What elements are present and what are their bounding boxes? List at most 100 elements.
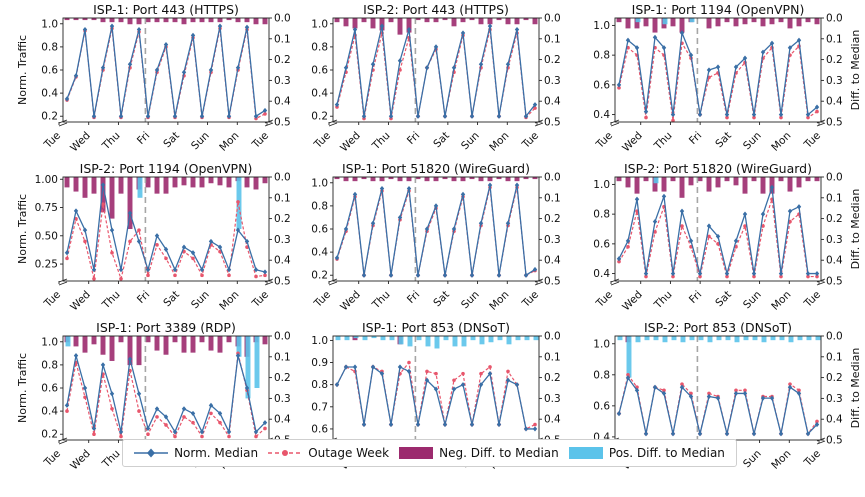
outage-point (662, 388, 666, 393)
neg-diff-bar (397, 177, 403, 182)
median-point (679, 30, 685, 36)
y2-tick-label: 0.3 (274, 393, 291, 405)
median-point (262, 269, 268, 275)
y-tick-label: 0.4 (593, 268, 610, 280)
median-point (523, 113, 529, 119)
median-point (334, 102, 340, 108)
neg-diff-bar (778, 18, 784, 23)
median-point (379, 185, 385, 192)
pos-diff-bar (635, 18, 641, 23)
y-tick-label: 0.8 (311, 200, 328, 212)
outage-point (137, 409, 141, 413)
x-tick-label: Wed (338, 130, 363, 155)
median-point (118, 267, 124, 273)
x-tick-label: Sun (189, 289, 212, 312)
neg-diff-bar (91, 336, 97, 345)
neg-diff-bar (208, 336, 214, 351)
y-tick-label: 1.0 (593, 338, 610, 350)
axis-break-mark (816, 437, 826, 445)
median-point (688, 52, 694, 58)
legend-item-pos: Pos. Diff. to Median (568, 446, 725, 460)
pos-diff-bar (425, 336, 431, 347)
median-point (451, 386, 457, 392)
median-point (235, 65, 241, 71)
y-tick-label: 0.4 (41, 88, 58, 100)
pos-diff-bar (770, 336, 776, 341)
x-tick-label: Tue (41, 289, 63, 311)
legend-label-neg: Neg. Diff. to Median (439, 446, 559, 460)
x-tick-label: Sat (161, 130, 182, 151)
y2-tick-label: 0.1 (826, 351, 843, 363)
median-point (154, 67, 160, 73)
y2-tick-label: 0.0 (544, 172, 561, 184)
neg-diff-bar (253, 177, 259, 190)
median-point (415, 421, 421, 428)
x-tick-label: Mon (769, 448, 793, 472)
subplot-title: ISP-2: Port 1194 (OpenVPN) (80, 161, 253, 176)
subplot-3: ISP-1: Port 1194 (OpenVPN) 0.4 0.6 0.8 1.0 0.… (593, 2, 862, 154)
pos-diff-bar (497, 336, 503, 341)
subplot-4: ISP-2: Port 1194 (OpenVPN) 0.25 0.50 0.75 1.… (16, 161, 291, 313)
neg-diff-bar (460, 18, 466, 23)
neg-diff-bar (145, 336, 151, 343)
outage-point (137, 228, 141, 232)
outage-point (725, 274, 729, 279)
median-point (478, 220, 484, 226)
median-point (127, 356, 133, 362)
neg-diff-bar (469, 18, 475, 21)
x-tick-label: Fri (405, 130, 422, 147)
y2-tick-label: 0.3 (274, 75, 291, 87)
outage-point (452, 378, 456, 383)
y-tick-label: 0.6 (593, 400, 610, 412)
median-point (172, 113, 178, 119)
median-point (805, 270, 811, 277)
median-point (442, 113, 448, 119)
neg-diff-bar (478, 18, 484, 25)
outage-point (173, 273, 177, 278)
x-tick-label: Fri (687, 289, 704, 306)
neg-diff-bar (73, 18, 79, 21)
median-point (778, 431, 784, 437)
median-point (514, 382, 520, 388)
x-tick-label: Tue (801, 130, 823, 152)
median-point (226, 267, 232, 273)
median-point (769, 395, 775, 401)
outage-point (779, 274, 783, 279)
pos-diff-bar (443, 336, 449, 341)
median-point (751, 111, 757, 118)
median-point (361, 421, 367, 428)
median-point (199, 429, 205, 435)
outage-point (65, 409, 69, 413)
y-tick-label: 1.0 (311, 335, 328, 347)
y-tick-label: 0.2 (311, 111, 328, 123)
outage-point (92, 432, 96, 437)
neg-diff-bar (814, 177, 820, 182)
median-point (352, 26, 358, 33)
median-point (388, 113, 394, 119)
neg-diff-bar (334, 18, 340, 23)
neg-diff-bar (244, 177, 250, 188)
median-point (82, 227, 88, 233)
y-tick-label: 0.6 (311, 65, 328, 77)
outage-point (743, 224, 747, 228)
outage-point (200, 434, 204, 439)
median-point (262, 107, 268, 114)
median-point (670, 431, 676, 437)
median-point (361, 272, 367, 278)
y-tick-label: 0.25 (35, 259, 58, 271)
neg-diff-bar (73, 336, 79, 347)
y2-tick-label: 0.5 (544, 276, 561, 288)
y2-tick-label: 0.2 (544, 54, 561, 66)
median-point (91, 425, 97, 432)
pos-diff-bar (680, 336, 686, 343)
median-point (136, 391, 142, 397)
neg-diff-bar (415, 177, 421, 180)
neg-diff-bar (670, 18, 676, 27)
neg-diff-bar (100, 18, 106, 23)
median-point (406, 26, 412, 33)
x-tick-label: Sat (431, 289, 452, 310)
outage-point (200, 273, 204, 278)
y2-tick-label: 0.3 (826, 234, 843, 246)
median-point (796, 390, 802, 397)
outage-point (653, 230, 657, 234)
